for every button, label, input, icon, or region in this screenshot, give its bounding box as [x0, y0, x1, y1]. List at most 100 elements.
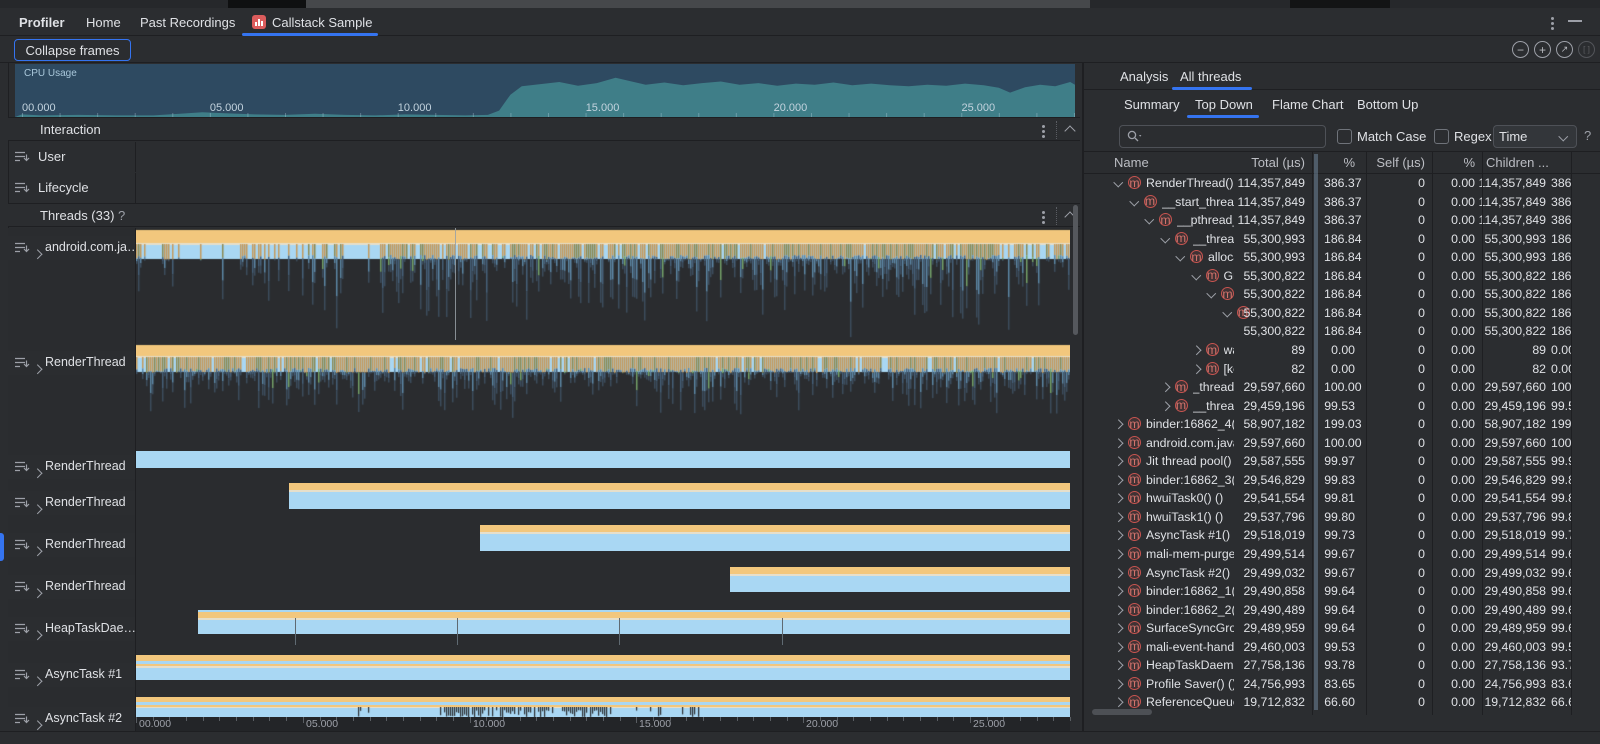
thread-row-handle[interactable]: RenderThread [8, 491, 135, 515]
chevron-right-icon[interactable] [1191, 345, 1201, 355]
interaction-row-user[interactable]: User [8, 142, 1080, 172]
zoom-out-icon[interactable]: − [1512, 41, 1529, 58]
col-name[interactable]: Name [1114, 155, 1149, 170]
table-row[interactable]: m __start_thread 114,357,849 386.37 0 0.00 114… [1084, 193, 1594, 212]
chevron-down-icon[interactable] [1175, 251, 1185, 262]
table-row[interactable]: m__pthread_st114,357,849386.3700.00114,3… [1084, 211, 1594, 230]
chevron-right-icon[interactable] [1113, 512, 1123, 522]
chevron-right-icon[interactable] [1113, 531, 1123, 541]
threads-help-icon[interactable]: ? [118, 208, 126, 223]
zoom-in-icon[interactable]: + [1534, 41, 1551, 58]
table-row[interactable]: m binder:16862_1() 29,490,858 99.64 0 0.00 29,… [1084, 582, 1594, 601]
thread-row-handle[interactable]: AsyncTask #1 [8, 663, 135, 687]
table-row[interactable]: m Profile Saver() () 24,756,993 83.65 0 0.00 2… [1084, 675, 1594, 694]
reset-zoom-icon[interactable]: ↗ [1556, 41, 1573, 58]
search-help-icon[interactable]: ? [1584, 128, 1592, 143]
chevron-down-icon[interactable] [1160, 233, 1170, 243]
chevron-right-icon[interactable] [32, 542, 42, 557]
table-row[interactable]: m [ke 82 0.00 0 0.00 82 0.00 [1084, 360, 1594, 379]
thread-row-handle[interactable]: RenderThread [8, 455, 135, 479]
cpu-usage-chart[interactable]: CPU Usage 00.000 05.000 10.000 15.000 20.000… [15, 64, 1075, 117]
table-row[interactable]: m android.com.java 29,597,660 100.00 0 0.00 29… [1084, 434, 1594, 453]
track-expand-icon[interactable] [14, 538, 30, 554]
chevron-right-icon[interactable] [32, 584, 42, 599]
chevron-right-icon[interactable] [32, 716, 42, 731]
track-expand-icon[interactable] [14, 181, 30, 197]
chevron-right-icon[interactable] [1113, 679, 1123, 689]
track-expand-icon[interactable] [14, 622, 30, 638]
table-row[interactable]: m binder:16862_3() 29,546,829 99.83 0 0.00 29,… [1084, 471, 1594, 490]
chevron-right-icon[interactable] [32, 500, 42, 515]
track-expand-icon[interactable] [14, 668, 30, 684]
thread-row-handle[interactable]: RenderThread [8, 351, 135, 375]
chevron-right-icon[interactable] [1113, 419, 1123, 430]
collapse-frames-button[interactable]: Collapse frames [14, 39, 131, 61]
table-row[interactable]: m AsyncTask #1() (29,518,019 99.73 0 0.00 29,… [1084, 526, 1594, 545]
track-expand-icon[interactable] [14, 496, 30, 512]
thread-row-handle[interactable]: AsyncTask #2 [8, 707, 135, 731]
chevron-right-icon[interactable] [1113, 605, 1123, 615]
chevron-right-icon[interactable] [1113, 698, 1123, 708]
thread-row-handle[interactable]: HeapTaskDae… [8, 617, 136, 641]
track-expand-icon[interactable] [14, 150, 30, 166]
table-row[interactable]: mwai 89 0.00 0 0.00 89 0.00 [1084, 341, 1594, 360]
col-total[interactable]: Total (µs) [1251, 155, 1305, 170]
thread-row-handle[interactable]: RenderThread [8, 533, 135, 557]
thread-row-handle[interactable]: RenderThread [8, 575, 135, 599]
chevron-down-icon[interactable] [1113, 177, 1123, 187]
regex-checkbox[interactable] [1434, 129, 1449, 144]
table-row[interactable]: m Jit thread pool() 29,587,555 99.97 0 0.00 29… [1084, 452, 1594, 471]
col-self-pct[interactable]: % [1463, 155, 1475, 170]
chevron-right-icon[interactable] [1113, 438, 1123, 448]
track-expand-icon[interactable] [14, 356, 30, 372]
subtab-flame-chart[interactable]: Flame Chart [1272, 97, 1344, 112]
table-row[interactable]: m RenderThread() (114,357,849 386.37 0 0.00 1… [1084, 174, 1594, 193]
chevron-right-icon[interactable] [1113, 456, 1123, 467]
table-row[interactable]: m ReferenceQueue 19,712,832 66.60 0 0.00 19,71… [1084, 693, 1594, 712]
chevron-right-icon[interactable] [1113, 568, 1123, 578]
thread-track-flame[interactable] [136, 343, 1070, 430]
chevron-right-icon[interactable] [1191, 364, 1201, 374]
track-expand-icon[interactable] [14, 241, 30, 257]
interaction-row-lifecycle[interactable]: Lifecycle [8, 173, 1080, 203]
tab-home[interactable]: Home [86, 14, 121, 30]
table-row[interactable]: m hwuiTask1() () 29,537,796 99.80 0 0.00 29,53… [1084, 508, 1594, 527]
interaction-more-icon[interactable] [1042, 123, 1045, 140]
table-row[interactable]: malloca 55,300,993 186.84 0 0.00 55,300,993 18… [1084, 248, 1594, 267]
subtab-bottom-up[interactable]: Bottom Up [1357, 97, 1419, 112]
table-h-scrollbar[interactable] [1092, 709, 1152, 715]
chevron-right-icon[interactable] [1113, 623, 1123, 634]
chevron-right-icon[interactable] [1113, 494, 1123, 504]
minimize-icon[interactable] [1568, 20, 1582, 22]
table-row[interactable]: m mali-event-hand 29,460,003 99.53 0 0.00 29,4… [1084, 638, 1594, 657]
search-input[interactable] [1146, 127, 1321, 146]
threads-more-icon[interactable] [1042, 209, 1045, 226]
chevron-down-icon[interactable] [1206, 288, 1216, 299]
track-expand-icon[interactable] [14, 580, 30, 596]
match-case-checkbox[interactable] [1337, 129, 1352, 144]
chevron-right-icon[interactable] [1113, 660, 1123, 671]
table-row[interactable]: m SurfaceSyncGrou 29,489,959 99.64 0 0.00 29,4… [1084, 619, 1594, 638]
chevron-down-icon[interactable] [1222, 307, 1232, 317]
chevron-right-icon[interactable] [32, 672, 42, 687]
search-field[interactable] [1119, 125, 1326, 148]
threads-header[interactable]: Threads (33) ? [8, 203, 1080, 227]
table-row[interactable]: m hwuiTask0() () 29,541,554 99.81 0 0.00 29,54… [1084, 489, 1594, 508]
tab-all-threads[interactable]: All threads [1180, 69, 1242, 84]
chevron-right-icon[interactable] [1160, 401, 1170, 411]
table-row[interactable]: m __thread 29,459,196 99.53 0 0.00 29,459,196 9… [1084, 397, 1594, 416]
chevron-right-icon[interactable] [32, 464, 42, 479]
thread-track-flame[interactable] [136, 228, 1070, 340]
filter-dropdown[interactable]: Time [1493, 125, 1577, 148]
chevron-right-icon[interactable] [1113, 475, 1123, 485]
chevron-right-icon[interactable] [32, 245, 42, 260]
tab-analysis[interactable]: Analysis [1120, 69, 1169, 84]
track-expand-icon[interactable] [14, 460, 30, 476]
table-row[interactable]: m mali-mem-purge 29,499,514 99.67 0 0.00 29,49… [1084, 545, 1594, 564]
threads-scrollbar[interactable] [1073, 205, 1078, 335]
interaction-collapse-icon[interactable] [1064, 125, 1076, 137]
chevron-right-icon[interactable] [1113, 642, 1123, 652]
chevron-down-icon[interactable] [1191, 270, 1201, 280]
